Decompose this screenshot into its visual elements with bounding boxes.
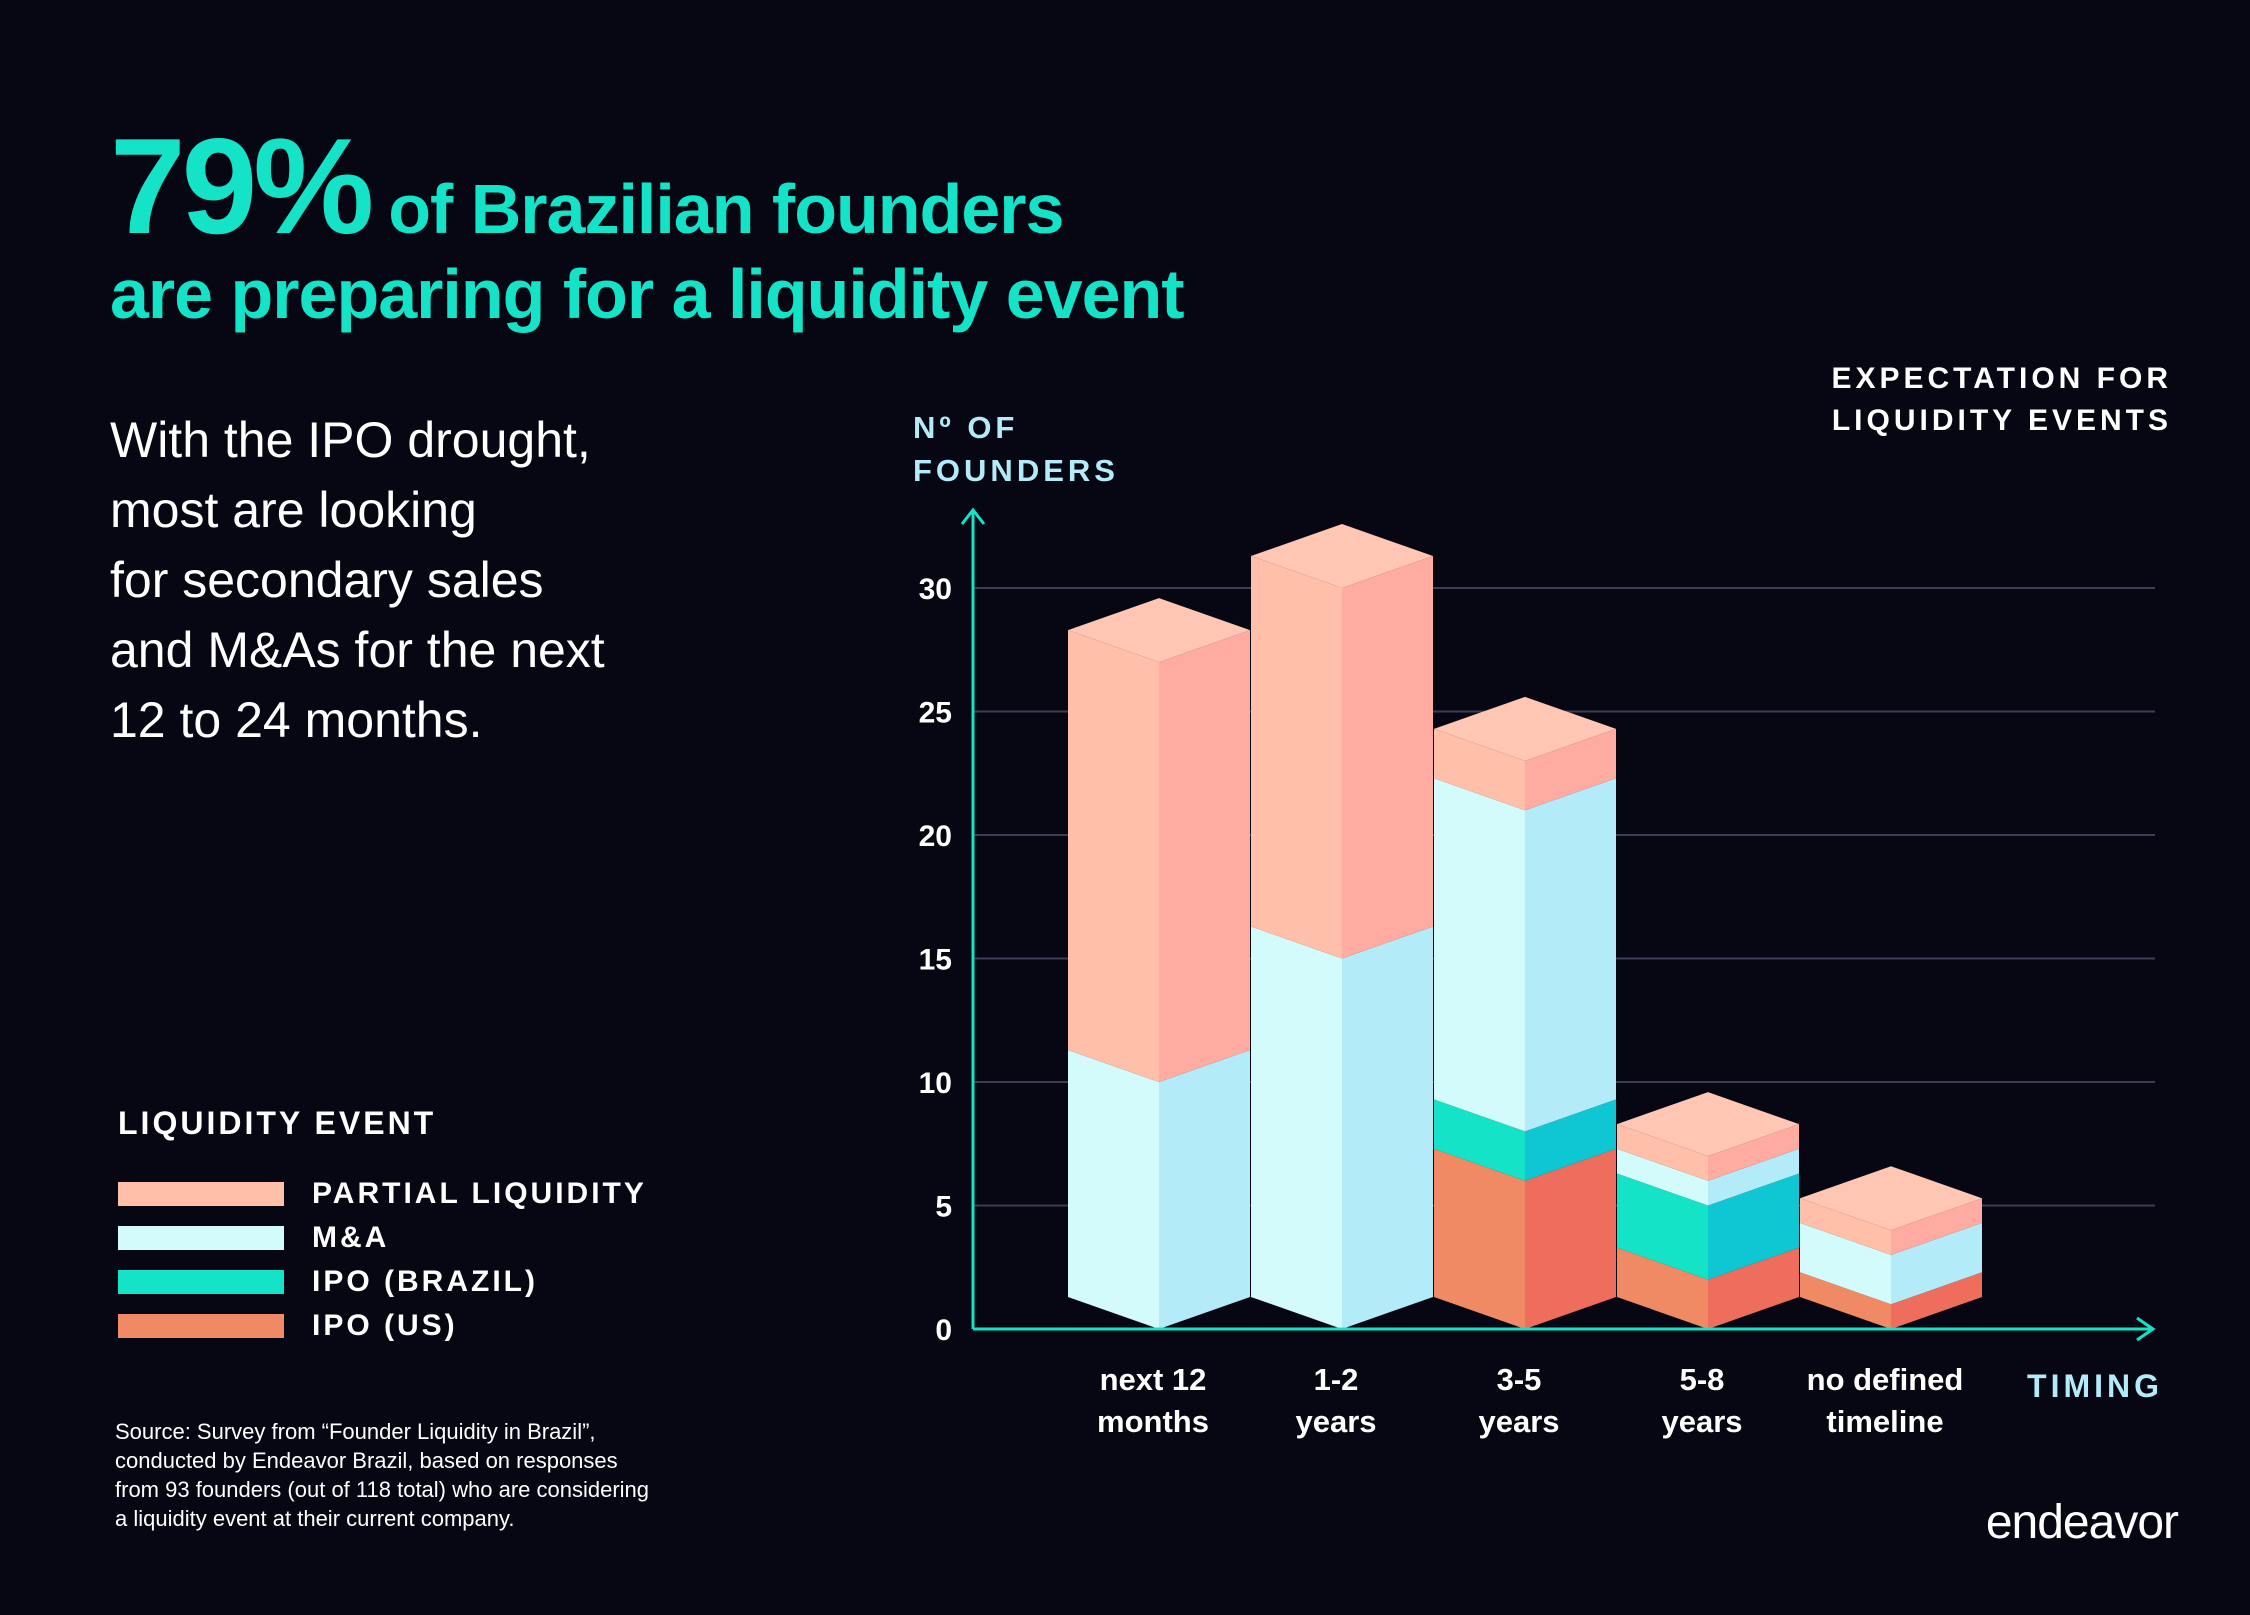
x-tick-label: years bbox=[1295, 1404, 1376, 1439]
bar-segment-side bbox=[1342, 556, 1433, 959]
bar-segment-front bbox=[1800, 1272, 1891, 1329]
bar-segment-side bbox=[1525, 1099, 1616, 1181]
bar-segment-front bbox=[1068, 630, 1159, 1082]
intro-line: most are looking bbox=[110, 482, 477, 538]
legend-swatch bbox=[118, 1226, 284, 1250]
bar-top bbox=[1800, 1166, 1982, 1231]
headline: 79% of Brazilian founders are preparing … bbox=[110, 110, 1185, 333]
bar-segment-side bbox=[1159, 630, 1250, 1082]
bar-segment-side bbox=[1891, 1198, 1982, 1255]
bar-segment-side bbox=[1708, 1173, 1799, 1280]
headline-line1: of Brazilian founders bbox=[388, 170, 1064, 248]
y-tick-label: 25 bbox=[919, 697, 952, 730]
legend-title: LIQUIDITY EVENT bbox=[118, 1105, 437, 1141]
bar-segment-side bbox=[1891, 1272, 1982, 1329]
bar-segment-front bbox=[1251, 556, 1342, 959]
legend-item-ma: M&A bbox=[118, 1216, 647, 1260]
headline-line2: are preparing for a liquidity event bbox=[110, 255, 1185, 333]
x-tick-label: 1-2 bbox=[1314, 1362, 1359, 1397]
y-tick-label: 20 bbox=[919, 820, 952, 853]
bar-segment-side bbox=[1525, 728, 1616, 811]
bar-segment-side bbox=[1525, 778, 1616, 1132]
bar-segment-front bbox=[1617, 1124, 1708, 1181]
y-tick-label: 10 bbox=[919, 1067, 952, 1100]
x-tick-label: next 12 bbox=[1100, 1362, 1207, 1397]
source-line: conducted by Endeavor Brazil, based on r… bbox=[115, 1448, 618, 1473]
x-tick-label: months bbox=[1097, 1404, 1209, 1439]
x-tick-label: no defined bbox=[1807, 1362, 1964, 1397]
x-axis-arrow bbox=[2136, 1316, 2156, 1342]
legend-label: M&A bbox=[312, 1221, 390, 1254]
chart-title: LIQUIDITY EVENTS bbox=[1832, 404, 2172, 437]
x-tick-label: years bbox=[1478, 1404, 1559, 1439]
source-note: Source: Survey from “Founder Liquidity i… bbox=[115, 1417, 735, 1533]
bar-segment-front bbox=[1434, 1099, 1525, 1181]
legend-label: IPO (BRAZIL) bbox=[312, 1265, 538, 1298]
intro-line: 12 to 24 months. bbox=[110, 692, 483, 748]
x-tick-label: years bbox=[1661, 1404, 1742, 1439]
bar-top bbox=[1617, 1092, 1799, 1157]
x-tick-label: 5-8 bbox=[1680, 1362, 1725, 1397]
bar-segment-front bbox=[1251, 926, 1342, 1329]
bar-segment-front bbox=[1434, 1148, 1525, 1329]
bar-segment-side bbox=[1525, 1148, 1616, 1329]
legend-label: IPO (US) bbox=[312, 1309, 458, 1342]
chart-title: EXPECTATION FOR bbox=[1831, 362, 2172, 395]
x-tick-label: timeline bbox=[1826, 1404, 1943, 1439]
intro-line: and M&As for the next bbox=[110, 622, 605, 678]
bar-segment-front bbox=[1434, 778, 1525, 1132]
y-axis-arrow bbox=[960, 507, 986, 525]
y-axis-title: FOUNDERS bbox=[913, 453, 1119, 488]
bar-segment-front bbox=[1800, 1198, 1891, 1255]
intro-line: With the IPO drought, bbox=[110, 412, 591, 468]
bar-segment-front bbox=[1617, 1148, 1708, 1206]
x-axis-title: TIMING bbox=[2027, 1368, 2163, 1404]
bar-segment-side bbox=[1708, 1247, 1799, 1329]
bar-segment-front bbox=[1617, 1247, 1708, 1329]
source-line: a liquidity event at their current compa… bbox=[115, 1506, 515, 1531]
intro-text: With the IPO drought, most are looking f… bbox=[110, 405, 730, 755]
bar-segment-side bbox=[1891, 1222, 1982, 1305]
legend-swatch bbox=[118, 1270, 284, 1294]
y-axis-title: Nº OF bbox=[913, 410, 1018, 445]
bar-segment-front bbox=[1800, 1222, 1891, 1305]
bar-segment-side bbox=[1708, 1124, 1799, 1181]
source-line: Source: Survey from “Founder Liquidity i… bbox=[115, 1419, 596, 1444]
legend: LIQUIDITY EVENT PARTIAL LIQUIDITY M&A IP… bbox=[118, 1105, 647, 1348]
legend-label: PARTIAL LIQUIDITY bbox=[312, 1177, 647, 1210]
legend-swatch bbox=[118, 1314, 284, 1338]
bar-top bbox=[1068, 598, 1250, 663]
bar-segment-side bbox=[1708, 1148, 1799, 1206]
x-tick-label: 3-5 bbox=[1497, 1362, 1542, 1397]
bar-top bbox=[1434, 696, 1616, 761]
legend-item-ipo-brazil: IPO (BRAZIL) bbox=[118, 1260, 647, 1304]
y-tick-label: 15 bbox=[919, 944, 952, 977]
headline-highlight: 79% bbox=[110, 110, 374, 262]
y-tick-label: 30 bbox=[919, 573, 952, 606]
legend-item-ipo-us: IPO (US) bbox=[118, 1304, 647, 1348]
legend-swatch bbox=[118, 1182, 284, 1206]
intro-line: for secondary sales bbox=[110, 552, 544, 608]
bar-segment-front bbox=[1617, 1173, 1708, 1280]
bar-top bbox=[1251, 524, 1433, 588]
y-tick-label: 0 bbox=[935, 1314, 952, 1347]
bar-segment-front bbox=[1434, 728, 1525, 811]
bar-segment-side bbox=[1159, 1050, 1250, 1329]
source-line: from 93 founders (out of 118 total) who … bbox=[115, 1477, 650, 1502]
endeavor-logo: endeavor bbox=[1985, 1496, 2179, 1549]
bar-segment-side bbox=[1342, 926, 1433, 1329]
legend-item-partial-liquidity: PARTIAL LIQUIDITY bbox=[118, 1172, 647, 1216]
bar-segment-front bbox=[1068, 1050, 1159, 1329]
y-tick-label: 5 bbox=[935, 1191, 952, 1224]
